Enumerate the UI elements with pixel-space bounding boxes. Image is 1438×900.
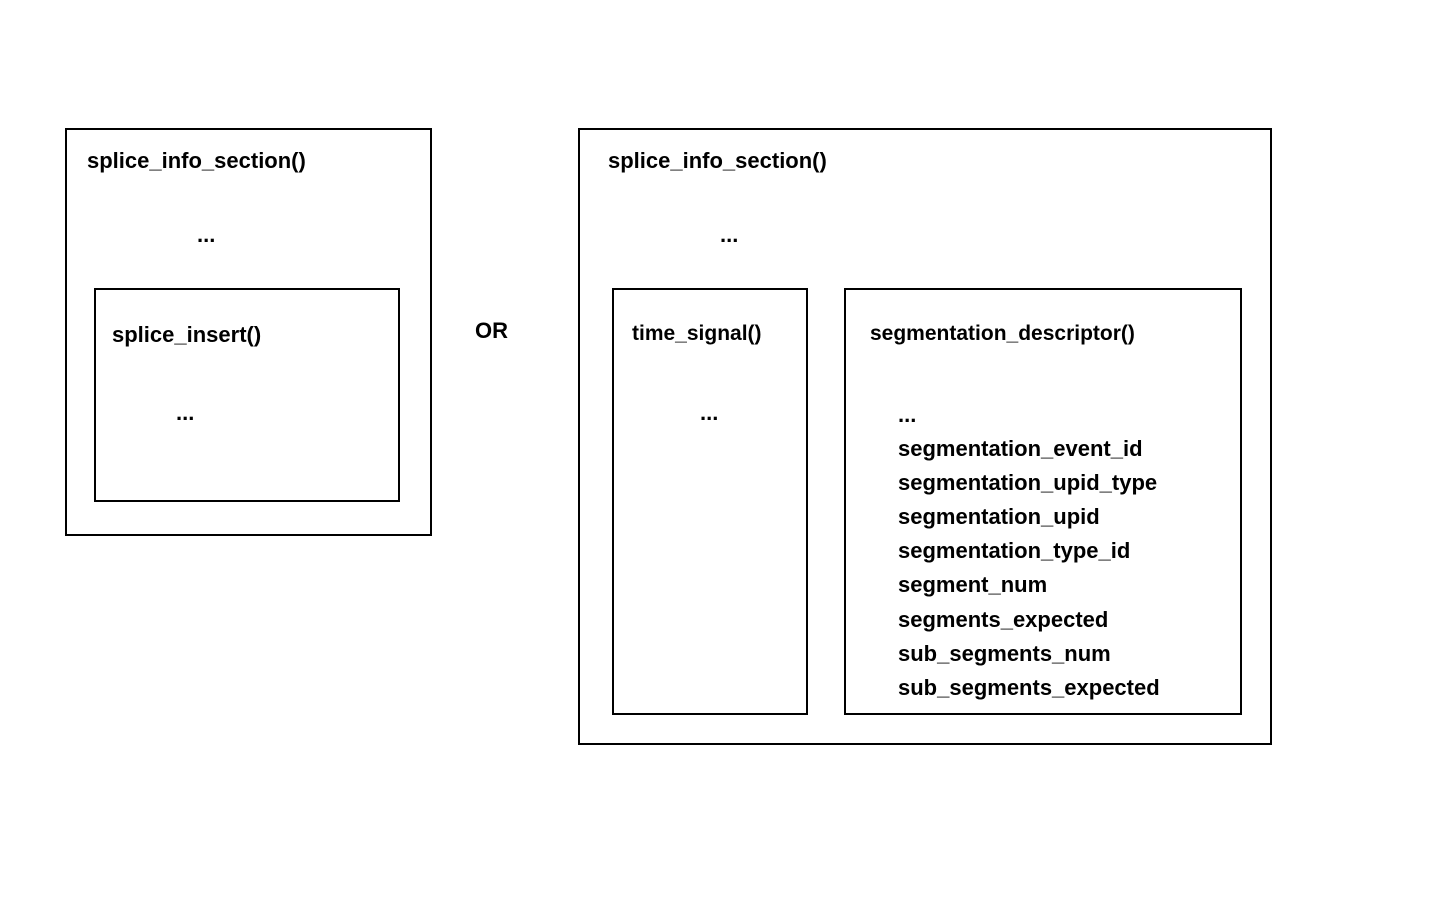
field-item: segmentation_event_id: [898, 432, 1160, 466]
right-outer-box: splice_info_section() ... time_signal() …: [578, 128, 1272, 745]
field-item: segmentation_upid_type: [898, 466, 1160, 500]
time-signal-box: time_signal() ...: [612, 288, 808, 715]
right-outer-title: splice_info_section(): [580, 130, 1270, 174]
or-separator: OR: [475, 318, 508, 344]
segmentation-descriptor-title: segmentation_descriptor(): [846, 290, 1240, 346]
left-inner-box: splice_insert() ...: [94, 288, 400, 502]
left-outer-ellipsis: ...: [197, 222, 215, 248]
left-inner-title: splice_insert(): [96, 290, 398, 348]
segmentation-descriptor-fields: ... segmentation_event_id segmentation_u…: [868, 398, 1190, 705]
left-inner-ellipsis: ...: [176, 400, 194, 426]
field-item: sub_segments_expected: [898, 671, 1160, 705]
right-outer-ellipsis: ...: [720, 222, 738, 248]
left-outer-title: splice_info_section(): [67, 130, 430, 174]
field-item: segment_num: [898, 568, 1160, 602]
field-item: segments_expected: [898, 603, 1160, 637]
left-outer-box: splice_info_section() ... splice_insert(…: [65, 128, 432, 536]
field-item: segmentation_upid: [898, 500, 1160, 534]
time-signal-ellipsis: ...: [700, 400, 718, 426]
field-item: segmentation_type_id: [898, 534, 1160, 568]
field-item: sub_segments_num: [898, 637, 1160, 671]
field-item: ...: [898, 398, 1160, 432]
segmentation-descriptor-box: segmentation_descriptor() ... segmentati…: [844, 288, 1242, 715]
time-signal-title: time_signal(): [614, 290, 806, 346]
